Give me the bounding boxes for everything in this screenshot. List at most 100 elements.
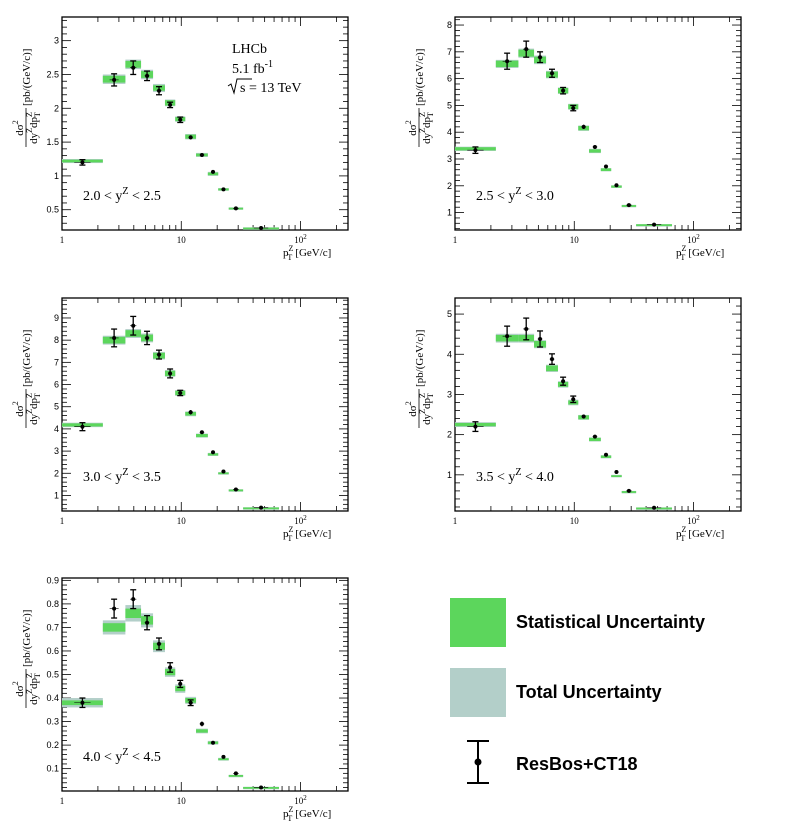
theory-marker — [145, 73, 150, 78]
theory-marker — [199, 430, 204, 435]
theory-marker — [505, 334, 510, 339]
theory-point — [177, 679, 184, 689]
theory-point — [177, 389, 184, 397]
theory-point — [130, 60, 137, 76]
legend-theory-marker — [467, 740, 489, 784]
x-tick-label: 1 — [453, 516, 458, 526]
theory-point — [199, 721, 205, 727]
rapidity-range-label: 3.5 < yZ < 4.0 — [476, 467, 554, 485]
y-tick-marks — [455, 19, 741, 230]
theory-point — [109, 73, 119, 87]
theory-marker — [581, 124, 586, 129]
y-tick-label: 0.7 — [46, 622, 59, 632]
y-axis-unit: [pb/(GeV/c)] — [414, 330, 426, 387]
theory-point — [74, 697, 91, 709]
plot-frame — [61, 577, 349, 792]
x-tick-label: 10 — [570, 516, 580, 526]
x-tick-marks — [454, 17, 730, 230]
theory-marker — [473, 148, 478, 153]
theory-point — [177, 116, 184, 124]
stat-uncertainty-band — [196, 729, 208, 733]
theory-point — [549, 68, 556, 78]
theory-marker — [168, 371, 173, 376]
stat-uncertainty-band — [589, 437, 601, 442]
plot-frame — [61, 16, 349, 231]
stat-uncertainty-band — [175, 686, 186, 692]
theory-marker — [145, 620, 150, 625]
y-tick-label: 8 — [447, 20, 452, 30]
theory-point — [167, 101, 174, 109]
theory-marker — [178, 681, 183, 686]
y-axis-numerator: dσ2 — [11, 681, 26, 696]
theory-point — [233, 771, 239, 776]
theory-point — [233, 206, 239, 211]
theory-marker — [259, 505, 264, 510]
theory-marker — [233, 771, 238, 776]
y-axis-numerator: dσ2 — [11, 401, 26, 416]
theory-point — [626, 203, 632, 208]
theory-point — [537, 330, 544, 348]
y-tick-label: 0.8 — [46, 599, 59, 609]
y-axis-denominator: dyZdpZT — [25, 112, 42, 144]
y-tick-label: 3 — [447, 154, 452, 164]
energy-label: s = 13 TeV — [227, 78, 302, 96]
y-tick-marks — [62, 19, 348, 231]
x-tick-label: 1 — [453, 235, 458, 245]
y-tick-label: 4 — [447, 349, 452, 359]
panel-y-3.0-3.5: 1 10 102 1 2 3 4 5 6 7 8 9 3.0 < yZ < 3.5 pZ T [GeV/c] d… — [11, 297, 349, 543]
stat-uncertainty-band — [218, 758, 229, 761]
rapidity-range-label: 3.0 < yZ < 3.5 — [83, 467, 161, 485]
y-tick-marks — [62, 299, 348, 510]
y-tick-label: 0.9 — [46, 575, 59, 585]
x-tick-label: 102 — [294, 794, 307, 806]
theory-marker — [168, 102, 173, 107]
y-tick-label: 2 — [447, 181, 452, 191]
theory-point — [467, 421, 484, 433]
theory-marker — [538, 55, 543, 60]
y-tick-label: 1 — [447, 208, 452, 218]
theory-point — [549, 353, 556, 365]
y-axis-unit: [pb/(GeV/c)] — [21, 610, 33, 667]
theory-marker — [505, 59, 510, 64]
theory-point — [560, 376, 567, 386]
theory-point — [221, 187, 226, 192]
theory-marker — [131, 323, 136, 328]
theory-point — [570, 104, 577, 112]
theory-marker — [199, 721, 204, 726]
theory-marker — [571, 106, 576, 111]
legend: Statistical Uncertainty Total Uncertaint… — [450, 598, 705, 784]
x-axis-title: pZ T [GeV/c] — [283, 244, 331, 262]
theory-marker — [157, 88, 162, 93]
y-axis-numerator: dσ2 — [404, 401, 419, 416]
stat-uncertainty-band — [125, 608, 142, 619]
y-tick-label: 1 — [447, 470, 452, 480]
y-tick-label: 4 — [447, 127, 452, 137]
theory-point — [253, 505, 269, 510]
theory-point — [156, 85, 163, 96]
theory-marker — [188, 700, 193, 705]
theory-point — [221, 754, 226, 759]
theory-point — [467, 146, 484, 155]
theory-marker — [178, 390, 183, 395]
theory-marker — [188, 135, 193, 140]
x-tick-label: 102 — [687, 233, 700, 245]
theory-marker — [626, 203, 631, 208]
theory-marker — [157, 641, 162, 646]
theory-point — [614, 183, 619, 188]
theory-marker — [211, 740, 216, 745]
stat-uncertainty-band — [228, 774, 244, 777]
legend-stat-label: Statistical Uncertainty — [516, 612, 705, 632]
theory-point — [74, 422, 91, 432]
theory-point — [109, 598, 119, 619]
y-axis-unit: [pb/(GeV/c)] — [21, 330, 33, 387]
stat-uncertainty-band — [546, 365, 558, 372]
y-axis-numerator: dσ2 — [404, 120, 419, 135]
y-tick-label: 0.3 — [46, 717, 59, 727]
theory-point — [144, 330, 151, 346]
y-tick-label: 7 — [447, 47, 452, 57]
stat-uncertainty-band — [611, 475, 622, 478]
theory-point — [646, 222, 662, 227]
theory-marker — [561, 379, 566, 384]
